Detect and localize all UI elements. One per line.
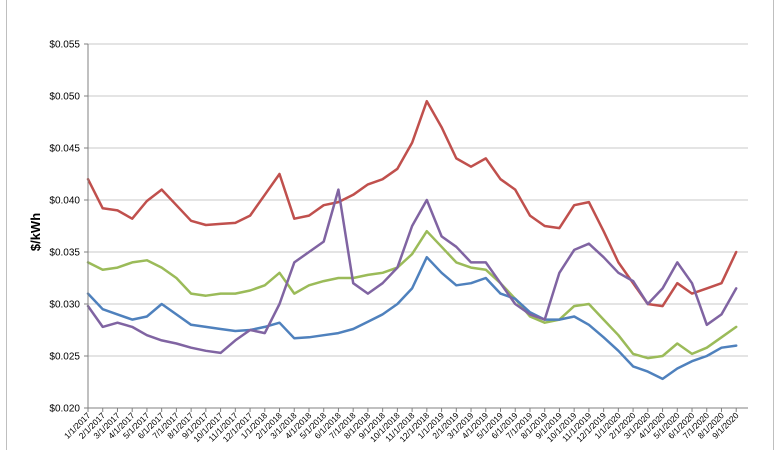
y-tick-label: $0.040: [49, 196, 80, 207]
y-tick-label: $0.025: [49, 352, 80, 363]
y-axis-ticks: $0.020 $0.025 $0.030 $0.035 $0.040 $0.045 $0.0…: [49, 40, 88, 415]
series-line-1: [86, 99, 738, 308]
y-tick-label: $0.045: [49, 144, 80, 155]
y-tick-label: $0.030: [49, 300, 80, 311]
series-line-2: [86, 229, 738, 360]
series-line-4: [86, 188, 738, 355]
y-tick-label: $0.050: [49, 92, 80, 103]
y-tick-label: $0.055: [49, 40, 80, 51]
y-tick-label: $0.035: [49, 248, 80, 259]
y-tick-label: $0.020: [49, 404, 80, 415]
gridlines: [88, 43, 748, 409]
chart-frame: [6, 0, 774, 450]
series-line-3: [86, 255, 738, 381]
x-axis-ticks: 1/1/20172/1/20173/1/20174/1/20175/1/2017…: [62, 408, 741, 444]
series-lines: [86, 99, 738, 381]
y-axis-label: $/kWh: [28, 213, 43, 251]
